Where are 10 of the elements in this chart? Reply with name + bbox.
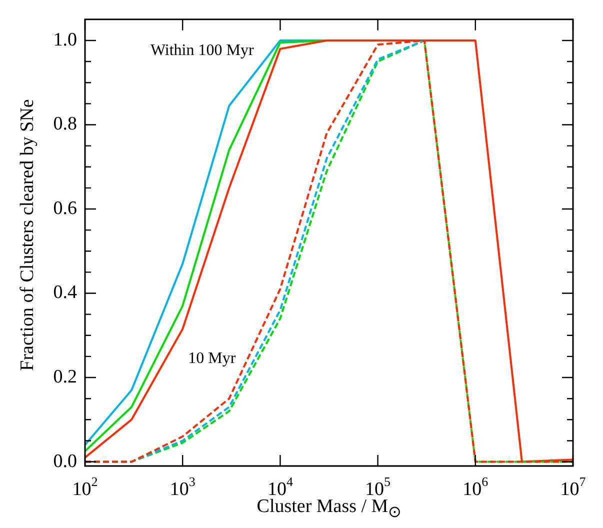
x-axis-title: Cluster Mass / M$_{⊙}$ — [256, 496, 402, 521]
y-tick-label: 0.8 — [53, 114, 77, 135]
annotation: 10 Myr — [188, 350, 236, 368]
y-tick-label: 1.0 — [53, 29, 77, 50]
y-tick-label: 0.2 — [53, 366, 77, 388]
annotation: Within 100 Myr — [150, 42, 254, 59]
y-tick-label: 0.4 — [53, 282, 78, 304]
y-tick-label: 0.0 — [53, 450, 77, 472]
y-tick-label: 0.6 — [53, 198, 77, 219]
y-axis-title: Fraction of Clusters cleared by SNe — [17, 99, 39, 371]
